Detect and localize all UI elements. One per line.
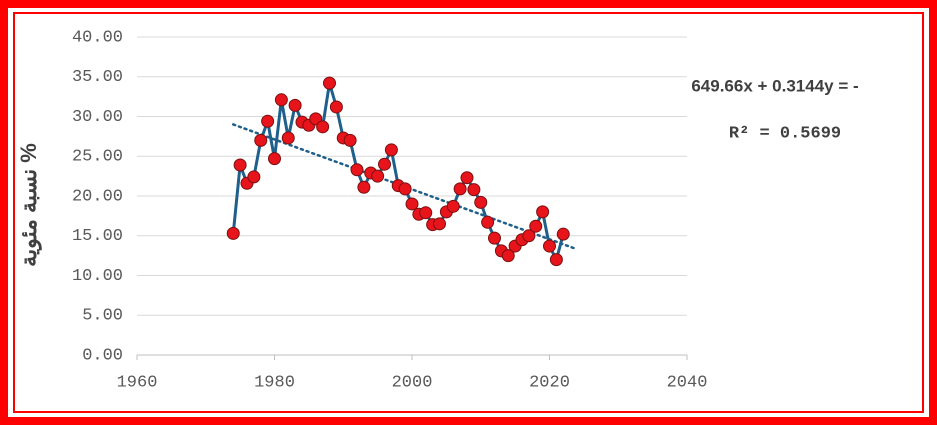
data-point	[467, 183, 481, 197]
frame-background	[8, 8, 929, 417]
r-squared: R² = 0.5699	[729, 124, 841, 143]
y-tick-label: 25.00	[72, 148, 123, 167]
data-point	[446, 199, 460, 213]
data-point	[274, 93, 288, 107]
data-point	[549, 253, 563, 267]
data-point	[488, 231, 501, 245]
data-point	[522, 229, 536, 243]
data-point	[371, 169, 385, 183]
data-point	[453, 182, 467, 196]
data-point	[329, 100, 343, 114]
data-point	[268, 152, 281, 166]
x-tick-label: 2000	[392, 373, 433, 392]
data-point	[350, 163, 364, 177]
data-point	[384, 143, 398, 157]
y-tick-label: 30.00	[72, 108, 123, 127]
y-tick-label: 10.00	[72, 267, 123, 286]
y-tick-label: 20.00	[72, 187, 123, 206]
y-tick-label: 0.00	[82, 346, 123, 365]
y-tick-label: 5.00	[82, 307, 123, 326]
data-point	[378, 157, 391, 171]
data-point	[226, 226, 240, 240]
data-point	[357, 180, 371, 194]
data-point	[419, 206, 433, 220]
data-point	[501, 249, 515, 263]
inner-frame	[13, 12, 924, 413]
data-point	[556, 227, 570, 241]
data-point	[288, 98, 302, 112]
data-point	[474, 195, 488, 209]
data-point	[536, 205, 550, 219]
data-point	[481, 215, 495, 229]
data-point	[405, 197, 419, 211]
y-tick-label: 35.00	[72, 68, 123, 87]
data-point	[398, 182, 412, 196]
data-point	[247, 170, 261, 184]
trend-equation: 649.66x + 0.3144y = -	[691, 76, 858, 95]
data-point	[543, 239, 556, 253]
data-point	[254, 133, 268, 147]
x-tick-label: 2020	[529, 373, 570, 392]
x-tick-label: 1980	[254, 373, 295, 392]
data-point	[460, 171, 474, 185]
x-tick-label: 2040	[667, 373, 708, 392]
y-tick-label: 40.00	[72, 28, 123, 47]
data-point	[316, 120, 330, 134]
data-point	[233, 158, 247, 172]
y-axis-label: نسبة مئوية %	[16, 143, 42, 267]
x-tick-label: 1960	[117, 373, 158, 392]
data-point	[323, 76, 336, 90]
y-tick-label: 15.00	[72, 227, 123, 246]
data-point	[261, 114, 275, 128]
data-point	[343, 133, 357, 147]
data-point	[281, 131, 295, 145]
data-point	[529, 219, 543, 233]
data-point	[433, 217, 446, 231]
